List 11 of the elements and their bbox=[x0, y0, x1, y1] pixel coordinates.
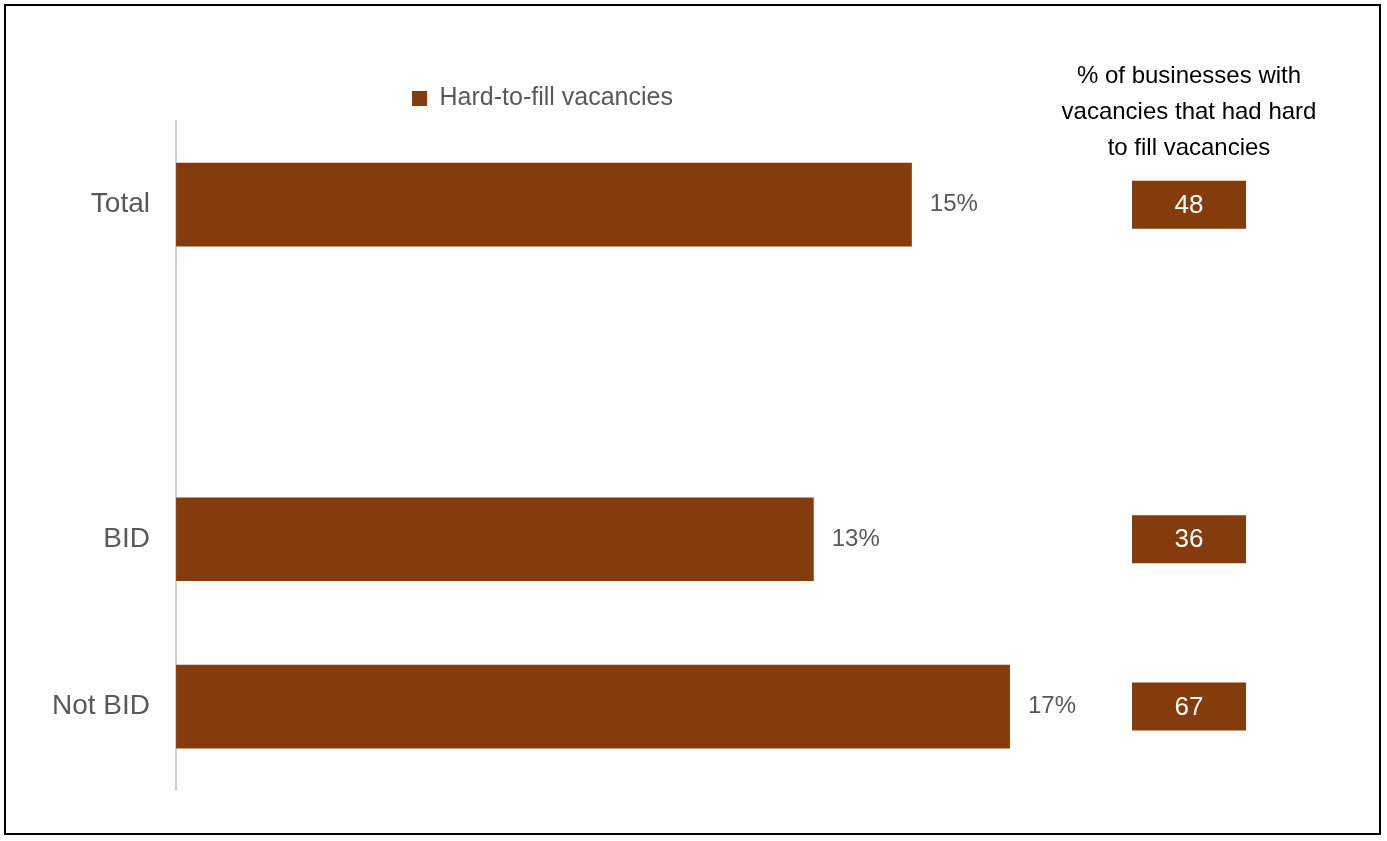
text: 36 bbox=[1174, 523, 1204, 554]
y-tick-label: BID bbox=[103, 521, 151, 553]
y-tick-label: Total bbox=[90, 187, 151, 219]
text: 67 bbox=[1174, 690, 1204, 721]
legend-label: Hard-to-fill vacancies bbox=[439, 82, 673, 111]
data-label: 13% bbox=[831, 523, 880, 551]
text: % of businesses with vacancies that had hard to fill vacancies bbox=[1061, 60, 1317, 160]
text: 48 bbox=[1174, 188, 1204, 219]
data-label: 15% bbox=[929, 189, 978, 217]
y-tick-label: Not BID bbox=[52, 689, 151, 721]
data-label: 17% bbox=[1027, 691, 1076, 719]
